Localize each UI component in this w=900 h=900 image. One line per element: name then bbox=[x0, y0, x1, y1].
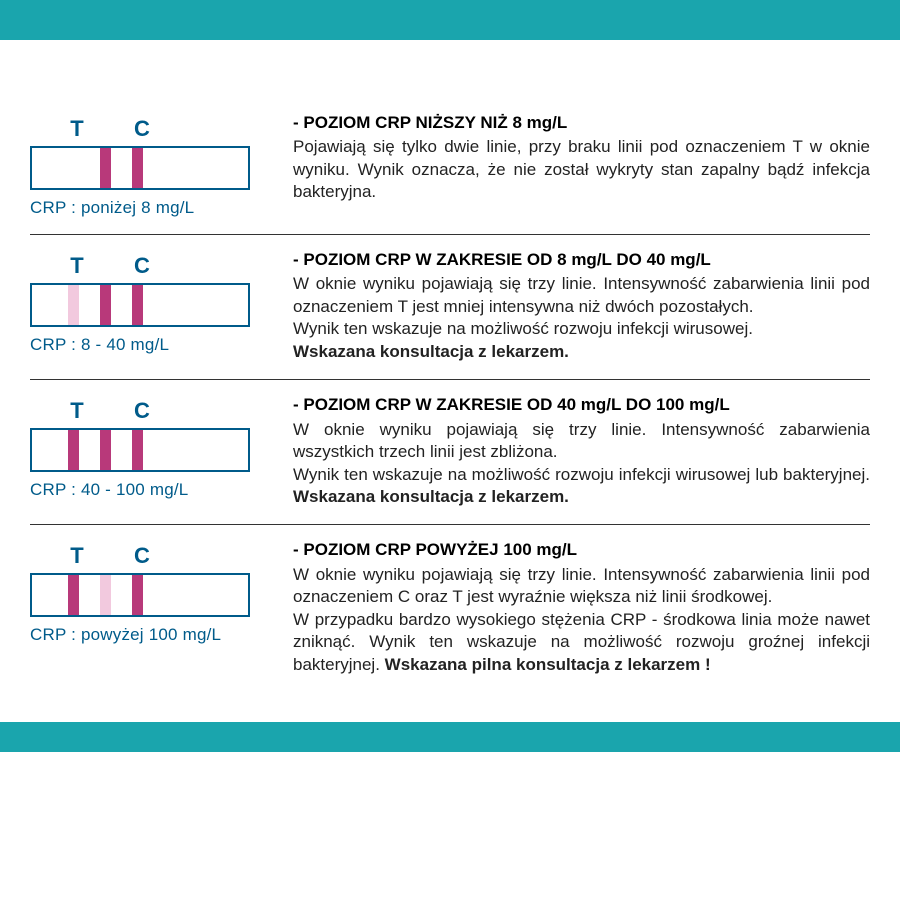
result-title: - POZIOM CRP W ZAKRESIE OD 8 mg/L DO 40 … bbox=[293, 249, 870, 271]
strip-labels: T C bbox=[48, 116, 171, 142]
result-body: Pojawiają się tylko dwie linie, przy bra… bbox=[293, 136, 870, 203]
strip-caption: CRP : poniżej 8 mg/L bbox=[30, 198, 194, 218]
strip-caption: CRP : powyżej 100 mg/L bbox=[30, 625, 221, 645]
test-strip bbox=[30, 146, 250, 190]
description-column: - POZIOM CRP POWYŻEJ 100 mg/L W oknie wy… bbox=[275, 539, 870, 676]
result-title: - POZIOM CRP POWYŻEJ 100 mg/L bbox=[293, 539, 870, 561]
result-title: - POZIOM CRP W ZAKRESIE OD 40 mg/L DO 10… bbox=[293, 394, 870, 416]
strip-caption: CRP : 8 - 40 mg/L bbox=[30, 335, 169, 355]
description-column: - POZIOM CRP NIŻSZY NIŻ 8 mg/L Pojawiają… bbox=[275, 112, 870, 204]
result-body: W oknie wyniku pojawiają się trzy linie.… bbox=[293, 419, 870, 509]
result-body: W oknie wyniku pojawiają się trzy linie.… bbox=[293, 564, 870, 676]
test-strip bbox=[30, 283, 250, 327]
strip-line bbox=[100, 430, 111, 470]
result-row: T C CRP : poniżej 8 mg/L - POZIOM CRP NI… bbox=[30, 98, 870, 234]
strip-caption: CRP : 40 - 100 mg/L bbox=[30, 480, 188, 500]
result-row: T C CRP : powyżej 100 mg/L - POZIOM CRP … bbox=[30, 525, 870, 692]
strip-line bbox=[68, 430, 79, 470]
result-row: T C CRP : 8 - 40 mg/L - POZIOM CRP W ZAK… bbox=[30, 235, 870, 379]
strip-line bbox=[68, 148, 79, 188]
label-c: C bbox=[113, 543, 171, 569]
strip-line bbox=[68, 285, 79, 325]
strip-labels: T C bbox=[48, 543, 171, 569]
strip-line bbox=[100, 575, 111, 615]
strip-line bbox=[100, 285, 111, 325]
strip-line bbox=[132, 575, 143, 615]
strip-labels: T C bbox=[48, 253, 171, 279]
test-strip bbox=[30, 428, 250, 472]
strip-line bbox=[132, 430, 143, 470]
strip-column: T C CRP : poniżej 8 mg/L bbox=[30, 112, 275, 218]
result-row: T C CRP : 40 - 100 mg/L - POZIOM CRP W Z… bbox=[30, 380, 870, 524]
strip-line bbox=[132, 285, 143, 325]
strip-column: T C CRP : 40 - 100 mg/L bbox=[30, 394, 275, 500]
label-t: T bbox=[48, 543, 106, 569]
label-c: C bbox=[113, 253, 171, 279]
strip-column: T C CRP : 8 - 40 mg/L bbox=[30, 249, 275, 355]
content-area: T C CRP : poniżej 8 mg/L - POZIOM CRP NI… bbox=[0, 40, 900, 722]
result-body: W oknie wyniku pojawiają się trzy linie.… bbox=[293, 273, 870, 363]
description-column: - POZIOM CRP W ZAKRESIE OD 40 mg/L DO 10… bbox=[275, 394, 870, 508]
strip-line bbox=[100, 148, 111, 188]
description-column: - POZIOM CRP W ZAKRESIE OD 8 mg/L DO 40 … bbox=[275, 249, 870, 363]
strip-labels: T C bbox=[48, 398, 171, 424]
result-title: - POZIOM CRP NIŻSZY NIŻ 8 mg/L bbox=[293, 112, 870, 134]
top-band bbox=[0, 0, 900, 40]
label-c: C bbox=[113, 116, 171, 142]
label-c: C bbox=[113, 398, 171, 424]
strip-line bbox=[132, 148, 143, 188]
label-t: T bbox=[48, 253, 106, 279]
strip-line bbox=[68, 575, 79, 615]
test-strip bbox=[30, 573, 250, 617]
strip-column: T C CRP : powyżej 100 mg/L bbox=[30, 539, 275, 645]
label-t: T bbox=[48, 398, 106, 424]
label-t: T bbox=[48, 116, 106, 142]
bottom-band bbox=[0, 722, 900, 752]
